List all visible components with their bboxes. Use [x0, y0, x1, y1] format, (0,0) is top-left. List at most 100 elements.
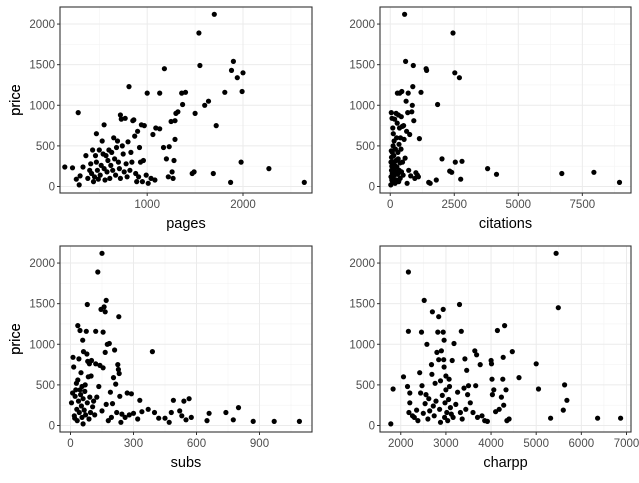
data-point — [447, 405, 453, 411]
data-point — [70, 354, 76, 360]
data-point — [172, 118, 178, 124]
data-point — [92, 412, 98, 418]
data-point — [401, 136, 407, 142]
data-point — [433, 398, 439, 404]
data-point — [444, 409, 450, 416]
data-point — [595, 415, 601, 421]
data-point — [152, 177, 158, 183]
data-point — [90, 179, 97, 185]
y-tick-label: 2000 — [349, 258, 375, 270]
data-point — [77, 173, 83, 179]
data-point — [404, 383, 411, 390]
data-point — [426, 396, 432, 402]
data-point — [470, 409, 476, 416]
y-tick-label: 500 — [36, 141, 55, 153]
data-point — [418, 390, 424, 396]
data-point — [109, 149, 115, 155]
y-axis-title: price — [8, 323, 24, 354]
data-point — [616, 179, 623, 185]
data-point — [71, 364, 77, 370]
data-point — [500, 376, 506, 382]
x-axis: 2000 3000 4000 5000 6000 7000 — [388, 432, 639, 450]
data-point — [560, 407, 566, 413]
data-point — [127, 167, 133, 173]
data-point — [407, 390, 413, 396]
data-point — [113, 172, 119, 178]
x-axis: 0 300 600 900 — [67, 432, 269, 450]
x-axis-title: charpp — [483, 455, 527, 471]
data-point — [228, 179, 234, 185]
data-point — [160, 144, 167, 151]
data-point — [69, 165, 76, 171]
data-point — [120, 151, 126, 157]
x-axis-title: subs — [171, 455, 202, 471]
data-point — [75, 398, 82, 404]
data-point — [103, 401, 109, 407]
data-point — [443, 373, 449, 379]
data-point — [424, 341, 430, 347]
data-point — [449, 169, 455, 175]
panel-border — [379, 245, 632, 433]
panel-border — [379, 6, 632, 194]
data-point — [196, 30, 202, 36]
data-point — [222, 89, 228, 95]
data-point — [80, 396, 86, 402]
data-point — [228, 67, 235, 73]
data-point — [502, 323, 508, 329]
data-point — [124, 390, 130, 396]
data-point — [436, 357, 442, 363]
data-point — [117, 175, 123, 181]
data-point — [93, 131, 99, 137]
data-point — [564, 397, 570, 403]
data-point — [103, 153, 109, 159]
data-point — [182, 89, 189, 95]
data-point — [87, 394, 93, 400]
data-point — [115, 159, 121, 165]
data-point — [465, 383, 472, 389]
data-point — [435, 101, 441, 108]
data-point — [206, 410, 212, 416]
y-tick-label: 500 — [356, 141, 375, 153]
data-point — [394, 120, 400, 126]
data-point — [110, 167, 116, 173]
data-point — [427, 408, 433, 414]
data-point — [405, 110, 411, 116]
data-point — [409, 109, 415, 115]
data-point — [555, 305, 561, 311]
data-point — [102, 177, 108, 183]
data-point — [117, 112, 123, 118]
data-point — [488, 361, 495, 367]
x-axis: 0 2500 5000 7500 — [387, 193, 595, 211]
data-point — [419, 383, 425, 389]
data-point — [135, 128, 141, 134]
y-tick-label: 1000 — [29, 100, 55, 112]
data-point — [118, 419, 124, 425]
data-point — [119, 143, 125, 149]
data-point — [388, 110, 394, 116]
data-point — [95, 176, 101, 182]
data-point — [406, 409, 412, 416]
data-point — [553, 250, 559, 256]
data-point — [437, 419, 444, 425]
data-point — [416, 136, 422, 142]
data-point — [456, 301, 463, 308]
data-points — [62, 11, 307, 188]
data-point — [114, 138, 121, 144]
data-point — [235, 405, 242, 411]
data-point — [108, 414, 114, 420]
data-point — [591, 169, 597, 175]
data-point — [390, 131, 396, 137]
data-point — [106, 340, 112, 347]
y-tick-label: 1500 — [29, 60, 55, 72]
data-point — [429, 371, 435, 377]
data-point — [93, 328, 99, 334]
data-point — [82, 382, 88, 388]
data-point — [126, 84, 132, 90]
data-point — [451, 340, 457, 347]
data-point — [78, 370, 84, 376]
y-axis: 0 500 1000 1500 2000 — [349, 258, 380, 433]
data-point — [148, 175, 154, 181]
data-point — [450, 414, 456, 420]
data-point — [126, 412, 132, 418]
